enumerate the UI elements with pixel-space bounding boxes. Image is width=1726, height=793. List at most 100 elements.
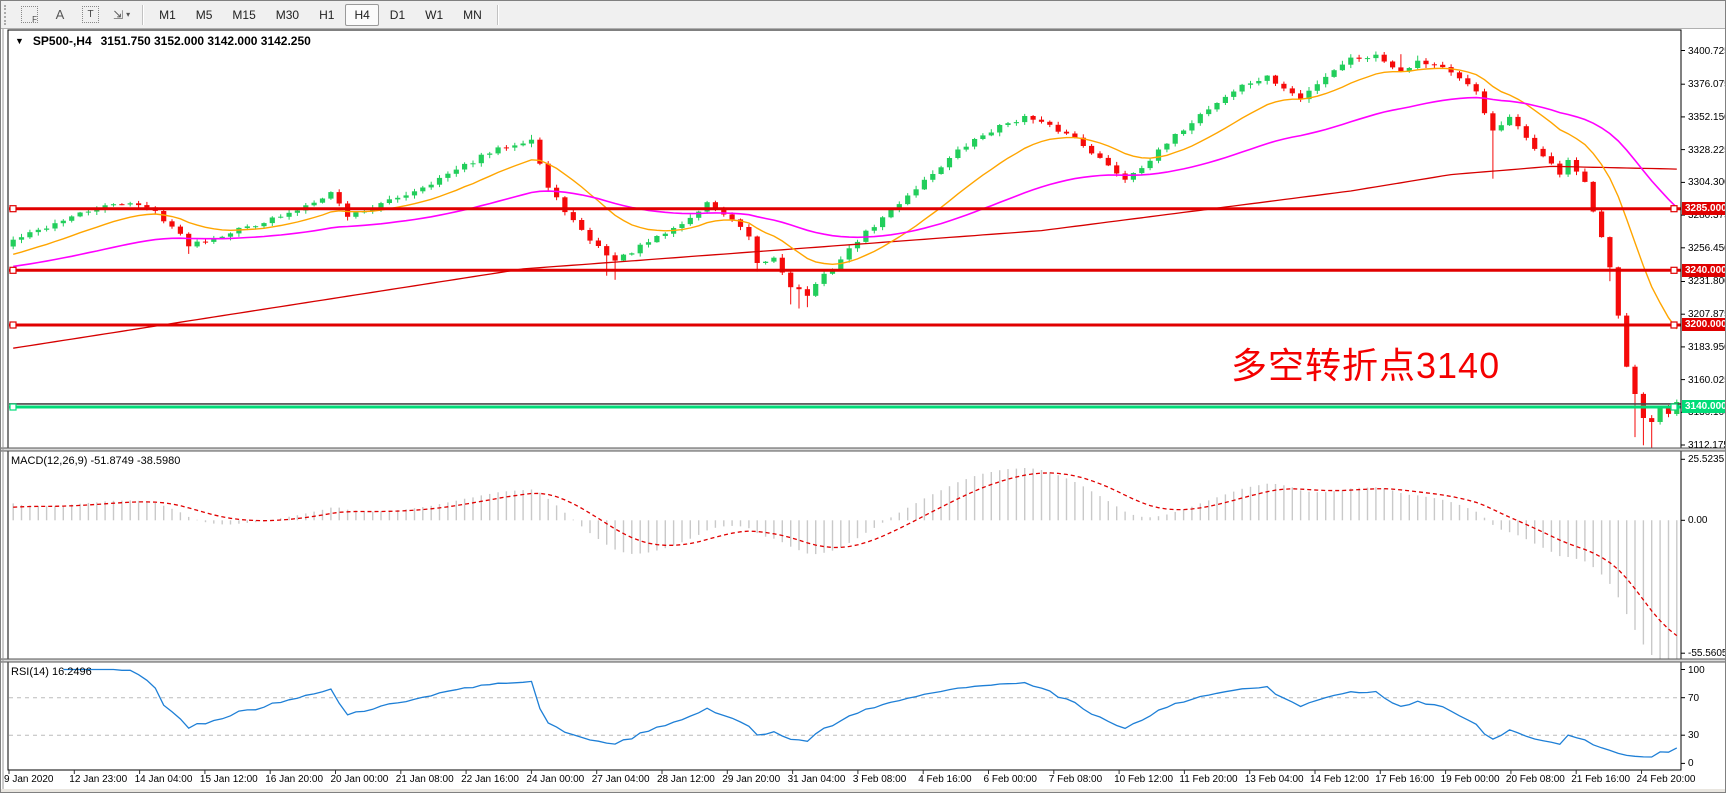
- time-axis-label: 21 Jan 08:00: [395, 774, 454, 785]
- rsi-axis-tick: 100: [1688, 664, 1705, 676]
- macd-axis-tick: 0.00: [1688, 515, 1708, 527]
- toolbar: F A T ⇲ ▾ M1 M5 M15 M30 H1 H4 D1 W1 MN: [1, 1, 1725, 29]
- time-axis-label: 31 Jan 04:00: [787, 774, 846, 785]
- text-box-icon: T: [82, 6, 99, 23]
- time-axis-label: 24 Feb 20:00: [1636, 774, 1696, 785]
- chart-canvas[interactable]: [1, 29, 1726, 793]
- hline-handle[interactable]: [1670, 205, 1678, 213]
- chart-text-annotation[interactable]: 多空转折点3140: [1231, 345, 1501, 386]
- price-axis-tick: 3256.450: [1688, 242, 1726, 254]
- tf-button-W1[interactable]: W1: [425, 7, 444, 22]
- tf-button-H4[interactable]: H4: [345, 3, 379, 26]
- time-axis-label: 3 Feb 08:00: [852, 774, 907, 785]
- text-label-icon: A: [55, 7, 65, 22]
- price-axis-tick: 3231.800: [1688, 276, 1726, 288]
- time-axis-label: 16 Jan 20:00: [265, 774, 324, 785]
- time-axis-label: 27 Jan 04:00: [591, 774, 650, 785]
- time-axis-label: 7 Feb 08:00: [1048, 774, 1103, 785]
- hline-handle[interactable]: [1670, 321, 1678, 329]
- tf-button-M1[interactable]: M1: [159, 7, 176, 22]
- dropdown-caret-icon[interactable]: ▾: [126, 10, 131, 19]
- collapse-triangle-icon[interactable]: ▼: [15, 36, 24, 46]
- time-axis-label: 28 Jan 12:00: [657, 774, 715, 785]
- time-axis-label: 13 Feb 04:00: [1244, 774, 1304, 785]
- chart-frame: [7, 29, 1682, 771]
- time-axis-label: 24 Jan 00:00: [526, 774, 585, 785]
- time-axis-label: 21 Feb 16:00: [1571, 774, 1631, 785]
- macd-histogram: [12, 468, 1678, 659]
- time-axis-label: 11 Feb 20:00: [1179, 774, 1238, 785]
- hline-handle[interactable]: [1670, 403, 1678, 411]
- price-level-tag: 3200.000: [1682, 318, 1725, 332]
- time-axis-label: 20 Feb 08:00: [1505, 774, 1565, 785]
- rsi-line: [63, 668, 1678, 758]
- hline-3200[interactable]: [9, 321, 1681, 329]
- macd-axis-tick: -55.5605: [1688, 648, 1726, 660]
- hline-3140[interactable]: [9, 403, 1681, 411]
- time-axis-label: 29 Jan 20:00: [722, 774, 781, 785]
- objects-icon: ⇲: [113, 7, 124, 22]
- tf-button-M5[interactable]: M5: [195, 7, 213, 22]
- price-axis-tick: 3400.725: [1688, 45, 1726, 57]
- time-axis-label: 4 Feb 16:00: [918, 774, 972, 785]
- toolbar-grip[interactable]: [4, 4, 11, 25]
- tf-button-M15[interactable]: M15: [232, 7, 256, 22]
- price-axis-tick: 3183.950: [1688, 341, 1726, 353]
- dotted-grid-icon: F: [21, 6, 38, 24]
- hline-3240[interactable]: [9, 266, 1681, 274]
- rsi-axis-tick: 30: [1688, 730, 1700, 742]
- price-axis-tick: 3160.025: [1688, 374, 1726, 386]
- price-level-tag: 3240.000: [1682, 263, 1725, 277]
- chart-title: ▼ SP500-,H4 3151.750 3152.000 3142.000 3…: [15, 34, 311, 48]
- text-label-tool-button[interactable]: A: [48, 4, 72, 26]
- toolbar-separator: [142, 4, 145, 25]
- objects-tool-button[interactable]: ⇲ ▾: [109, 4, 134, 26]
- time-axis-label: 14 Feb 12:00: [1310, 774, 1369, 785]
- time-axis-label: 12 Jan 23:00: [69, 774, 128, 785]
- window-bottom-strip: [1, 789, 1725, 792]
- hline-3285[interactable]: [9, 205, 1681, 213]
- ma-mid-line: [13, 96, 1678, 268]
- time-axis-label: 15 Jan 12:00: [199, 774, 258, 785]
- rsi-indicator-label: RSI(14) 16.2496: [11, 666, 92, 678]
- tf-button-M30[interactable]: M30: [275, 7, 300, 22]
- price-axis-tick: 3304.300: [1688, 177, 1726, 189]
- price-axis-tick: 3352.150: [1688, 111, 1726, 123]
- price-level-tag: 3140.000: [1682, 400, 1725, 414]
- macd-indicator-label: MACD(12,26,9) -51.8749 -38.5980: [11, 455, 181, 467]
- price-level-tag: 3285.000: [1682, 202, 1725, 216]
- rsi-axis-tick: 70: [1688, 692, 1700, 704]
- ma-fast-line: [13, 67, 1678, 330]
- macd-axis-tick: 25.5235: [1688, 454, 1725, 466]
- macd-values: -51.8749 -38.5980: [90, 455, 181, 467]
- timeframe-button-group: M1 M5 M15 M30 H1 H4 D1 W1 MN: [149, 3, 492, 26]
- hline-handle[interactable]: [9, 403, 17, 411]
- hline-handle[interactable]: [1670, 266, 1678, 274]
- symbol-label: SP500-,H4: [32, 34, 92, 48]
- time-axis-label: 19 Feb 00:00: [1440, 774, 1500, 785]
- time-axis-label: 10 Feb 12:00: [1114, 774, 1174, 785]
- hline-handle[interactable]: [9, 321, 17, 329]
- tf-button-H1[interactable]: H1: [319, 7, 335, 22]
- toolbar-separator-2: [496, 4, 499, 25]
- rsi-value: 16.2496: [51, 666, 92, 678]
- tf-button-MN[interactable]: MN: [463, 7, 482, 22]
- tf-button-D1[interactable]: D1: [389, 7, 406, 22]
- hline-handle[interactable]: [9, 266, 17, 274]
- panel-splitter-2[interactable]: [1, 658, 1726, 663]
- price-axis-tick: 3207.875: [1688, 309, 1726, 321]
- ohlc-values: 3151.750 3152.000 3142.000 3142.250: [100, 34, 311, 48]
- time-axis-label: 9 Jan 2020: [4, 774, 54, 785]
- chart-area[interactable]: ▼ SP500-,H4 3151.750 3152.000 3142.000 3…: [1, 29, 1726, 793]
- time-axis-label: 14 Jan 04:00: [134, 774, 193, 785]
- rsi-axis-tick: 0: [1688, 758, 1694, 770]
- hline-handle[interactable]: [9, 205, 17, 213]
- price-axis-tick: 3280.375: [1688, 210, 1726, 222]
- time-axis-label: 20 Jan 00:00: [330, 774, 389, 785]
- price-axis-tick: 3328.225: [1688, 144, 1726, 156]
- ma-slow-line: [13, 165, 1677, 349]
- text-box-tool-button[interactable]: T: [78, 4, 103, 26]
- panel-splitter-1[interactable]: [1, 447, 1726, 452]
- dotted-grid-tool-button[interactable]: F: [17, 4, 42, 26]
- time-axis-label: 17 Feb 16:00: [1375, 774, 1435, 785]
